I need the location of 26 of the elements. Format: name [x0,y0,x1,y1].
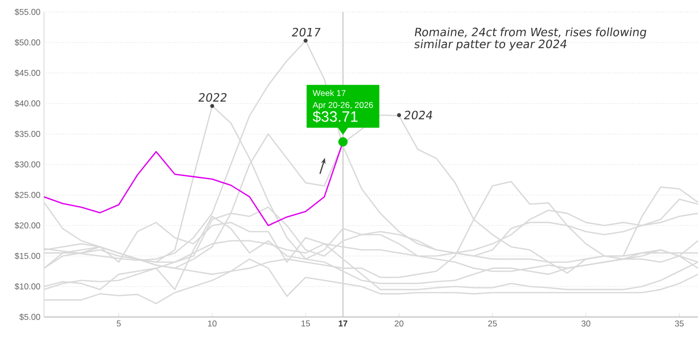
annotation: $33.71 [312,110,358,123]
annotation: 2022 [198,93,227,102]
x-tick-label: 30 [582,320,590,327]
y-tick-label: $45.00 [14,70,40,76]
y-tick-label: $55.00 [14,8,40,16]
annotation: 2017 [292,28,320,36]
y-tick-label: $30.00 [14,161,40,168]
y-tick-label: $40.00 [14,100,40,107]
y-tick-label: $50.00 [14,39,40,46]
y-tick-label: $10.00 [14,283,40,290]
x-tick-label: 5 [116,320,121,326]
annotation: Apr 20-26, 2026 [312,102,373,110]
y-tick-label: $25.00 [14,192,40,198]
x-tick-label: 10 [208,320,217,327]
x-tick-label: 17 [338,320,348,326]
x-tick-label: 15 [302,320,310,326]
y-tick-label: $35.00 [14,130,40,138]
x-tick-label: 35 [674,320,684,327]
x-tick-label: 20 [394,320,404,327]
annotation: Romaine, 24ct from West, rises following similar patter to year 2024 [414,27,646,50]
x-tick-label: 25 [488,320,497,327]
y-tick-label: $5.00 [19,314,40,320]
annotation: 2024 [404,110,432,120]
y-tick-label: $20.00 [14,222,40,229]
annotation: Week 17 [312,90,346,96]
y-tick-label: $15.00 [14,252,40,260]
